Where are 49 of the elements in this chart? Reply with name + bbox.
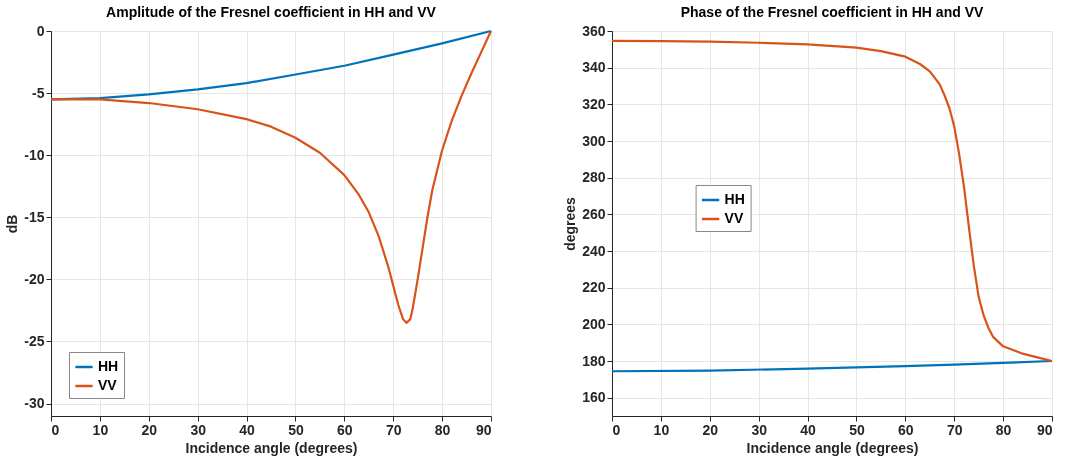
x-tick-label: 10 <box>92 421 109 438</box>
legend-label: HH <box>724 191 745 207</box>
y-tick-label: -30 <box>24 395 45 412</box>
y-tick-label: 340 <box>582 59 606 76</box>
x-tick-label: 60 <box>337 421 353 438</box>
y-tick-label: 180 <box>582 352 606 369</box>
x-tick-label: 90 <box>475 421 492 438</box>
y-tick-label: 280 <box>582 169 606 186</box>
y-tick-label: -5 <box>32 84 45 101</box>
y-tick-label: -10 <box>24 146 45 163</box>
x-tick-label: 40 <box>800 421 817 438</box>
y-tick-label: -25 <box>24 332 45 349</box>
y-axis-title: degrees <box>562 196 579 251</box>
x-tick-label: 90 <box>1036 421 1053 438</box>
x-tick-label: 40 <box>239 421 256 438</box>
x-tick-label: 60 <box>898 421 914 438</box>
x-axis-title: Incidence angle (degrees) <box>746 439 919 456</box>
y-tick-label: -15 <box>24 208 45 225</box>
y-tick-label: 0 <box>36 22 45 39</box>
x-tick-label: 10 <box>653 421 670 438</box>
y-tick-label: 160 <box>582 389 606 406</box>
y-tick-label: 360 <box>582 22 606 39</box>
line-series <box>610 39 1054 363</box>
legend-label: HH <box>98 358 119 374</box>
y-tick-label: 300 <box>582 132 606 149</box>
x-tick-label: 70 <box>946 421 963 438</box>
x-axis-title: Incidence angle (degrees) <box>185 439 358 456</box>
chart-title: Phase of the Fresnel coefficient in HH and VV <box>680 4 984 20</box>
x-tick-label: 0 <box>51 421 60 438</box>
chart-title: Amplitude of the Fresnel coefficient in HH and VV <box>106 4 437 20</box>
x-tick-label: 20 <box>141 421 158 438</box>
x-tick-label: 20 <box>702 421 719 438</box>
x-tick-label: 50 <box>288 421 304 438</box>
x-tick-label: 30 <box>751 421 768 438</box>
x-tick-label: 0 <box>612 421 621 438</box>
y-tick-label: -20 <box>24 270 45 287</box>
x-tick-label: 30 <box>190 421 207 438</box>
y-tick-label: 240 <box>582 242 606 259</box>
y-tick-label: 200 <box>582 315 606 332</box>
x-tick-label: 80 <box>995 421 1012 438</box>
x-tick-label: 50 <box>849 421 865 438</box>
x-tick-label: 70 <box>385 421 402 438</box>
legend-label: VV <box>98 377 118 393</box>
x-tick-label: 80 <box>434 421 451 438</box>
y-axis-title: dB <box>4 214 21 234</box>
y-tick-label: 220 <box>582 279 606 296</box>
y-tick-label: 260 <box>582 205 606 222</box>
y-tick-label: 320 <box>582 95 606 112</box>
legend-label: VV <box>724 210 744 226</box>
